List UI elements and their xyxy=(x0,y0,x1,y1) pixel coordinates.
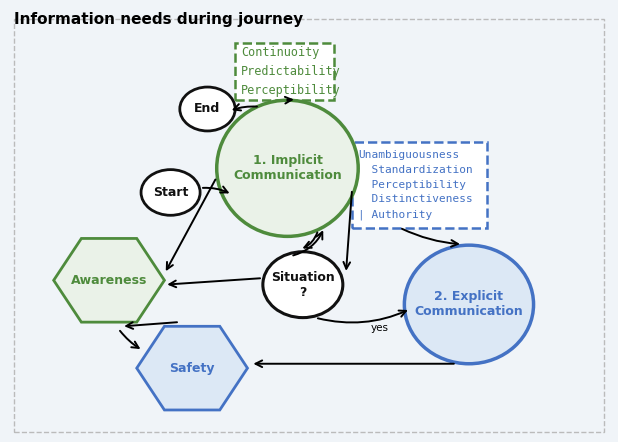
Text: Continuoity
Predictability
Perceptibility: Continuoity Predictability Perceptibilit… xyxy=(241,46,341,97)
Polygon shape xyxy=(54,238,164,322)
Text: 2. Explicit
Communication: 2. Explicit Communication xyxy=(415,290,523,318)
Text: Unambiguousness
  Standardization
  Perceptibility
  Distinctiveness
| Authority: Unambiguousness Standardization Percepti… xyxy=(358,150,473,220)
Text: Safety: Safety xyxy=(169,362,215,375)
Text: Information needs during journey: Information needs during journey xyxy=(14,12,303,27)
Text: Situation
?: Situation ? xyxy=(271,271,335,299)
Ellipse shape xyxy=(263,252,343,318)
Text: Start: Start xyxy=(153,186,188,199)
Bar xyxy=(235,43,334,100)
Ellipse shape xyxy=(404,245,533,364)
Text: End: End xyxy=(195,103,221,115)
Ellipse shape xyxy=(180,87,235,131)
Polygon shape xyxy=(137,326,247,410)
Text: Awareness: Awareness xyxy=(71,274,147,287)
Text: 1. Implicit
Communication: 1. Implicit Communication xyxy=(233,154,342,182)
Ellipse shape xyxy=(217,100,358,236)
Bar xyxy=(352,142,488,228)
Ellipse shape xyxy=(141,170,200,215)
Text: yes: yes xyxy=(371,323,389,333)
